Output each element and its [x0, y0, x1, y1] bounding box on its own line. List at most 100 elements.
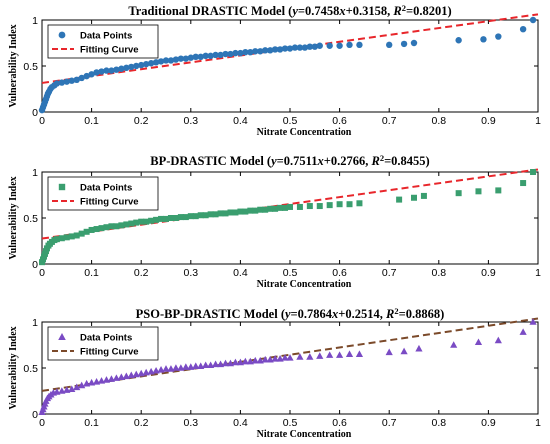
data-point: [143, 218, 150, 225]
data-point: [68, 385, 76, 392]
data-point: [261, 355, 269, 363]
data-point: [103, 224, 110, 231]
data-point: [108, 223, 115, 230]
legend-marker: [58, 333, 66, 340]
legend-box: [47, 176, 159, 211]
legend-label-points: Data Points: [80, 31, 132, 42]
legend-marker: [58, 31, 66, 39]
title-part-sup: 2: [402, 3, 406, 13]
data-point: [207, 211, 214, 218]
title-part-sup: 2: [394, 306, 398, 316]
y-tick-label: 1: [32, 317, 38, 329]
title-part-eq: =0.7458: [298, 4, 340, 18]
x-tick-label: 0.7: [382, 267, 397, 279]
data-point: [257, 48, 264, 55]
x-axis-label: Nitrate Concentration: [257, 127, 352, 138]
data-point: [192, 53, 199, 60]
data-point: [182, 214, 189, 221]
data-point: [88, 71, 95, 78]
data-point: [68, 77, 75, 84]
data-point: [336, 42, 343, 49]
data-point: [98, 68, 105, 75]
y-tick-label: 1: [32, 15, 38, 27]
data-point: [356, 200, 363, 207]
data-point: [345, 350, 354, 357]
data-point: [128, 220, 135, 227]
x-tick-label: 1: [535, 267, 541, 279]
data-point: [212, 211, 219, 218]
data-point: [231, 358, 240, 366]
data-point: [63, 78, 70, 85]
data-point: [83, 228, 90, 235]
data-point: [252, 48, 259, 55]
title-part-r: R: [370, 154, 379, 168]
data-point: [98, 225, 105, 232]
data-point: [267, 205, 274, 212]
data-point: [152, 59, 160, 66]
data-point: [287, 203, 293, 210]
data-point: [396, 196, 403, 203]
data-point: [157, 58, 165, 65]
y-tick-label: 0: [32, 107, 38, 119]
data-point: [316, 203, 323, 210]
x-tick-label: 1: [535, 115, 541, 127]
data-point: [410, 39, 418, 47]
legend-box: [47, 24, 159, 59]
legend-label-curve: Fitting Curve: [80, 197, 139, 208]
data-point: [118, 65, 125, 72]
data-point: [197, 212, 204, 219]
data-point: [519, 26, 527, 33]
data-point: [113, 223, 120, 230]
data-point: [257, 206, 264, 213]
x-tick-label: 0.2: [134, 417, 149, 429]
data-point: [519, 328, 527, 335]
data-point: [113, 66, 120, 73]
data-point: [277, 204, 284, 211]
x-tick-label: 0.6: [332, 417, 347, 429]
data-point: [202, 212, 209, 219]
y-tick-label: 0.5: [23, 61, 38, 73]
legend-box: [47, 326, 159, 361]
legend: Data Points Fitting Curve: [47, 24, 159, 59]
data-point: [227, 50, 234, 58]
data-point: [78, 230, 85, 237]
title-part-y: y: [290, 4, 298, 18]
legend-label-curve: Fitting Curve: [80, 347, 139, 358]
x-tick-label: 0.8: [431, 417, 446, 429]
data-point: [411, 194, 417, 201]
x-tick-label: 0.3: [183, 417, 198, 429]
x-tick-label: 0: [39, 417, 45, 429]
x-axis-label: Nitrate Concentration: [257, 429, 352, 440]
chart-panel-3: 0 0.1 0.2 0.3 0.4 0.5 0.6 0.7 0.8 0.9 1 0 0.5 1 Nitrat…: [8, 306, 541, 440]
title-part-y: y: [283, 307, 291, 321]
data-point: [237, 208, 244, 215]
data-point: [138, 218, 145, 225]
data-point: [262, 47, 269, 54]
data-point: [172, 364, 180, 371]
legend-marker: [58, 183, 66, 191]
data-point: [212, 360, 220, 368]
data-point: [133, 219, 140, 226]
data-point: [474, 338, 483, 346]
title-part-prefix: Traditional DRASTIC Model (: [128, 4, 292, 18]
data-point: [316, 352, 324, 359]
data-point: [355, 350, 364, 357]
data-point: [455, 190, 462, 197]
x-tick-label: 0.3: [183, 115, 198, 127]
data-point: [68, 233, 75, 240]
x-tick-label: 0.4: [233, 267, 248, 279]
legend: Data Points Fitting Curve: [47, 176, 159, 211]
data-point: [177, 55, 185, 62]
data-point: [386, 41, 393, 49]
title-part-eq2: +0.2514,: [338, 307, 386, 321]
data-point: [192, 362, 200, 369]
data-point: [147, 60, 155, 67]
data-point: [316, 42, 323, 49]
data-point: [291, 44, 299, 51]
x-tick-label: 0.2: [134, 115, 149, 127]
data-point: [251, 356, 259, 364]
data-point: [58, 235, 65, 242]
title-part-sup: 2: [380, 153, 384, 163]
data-point: [306, 203, 313, 210]
